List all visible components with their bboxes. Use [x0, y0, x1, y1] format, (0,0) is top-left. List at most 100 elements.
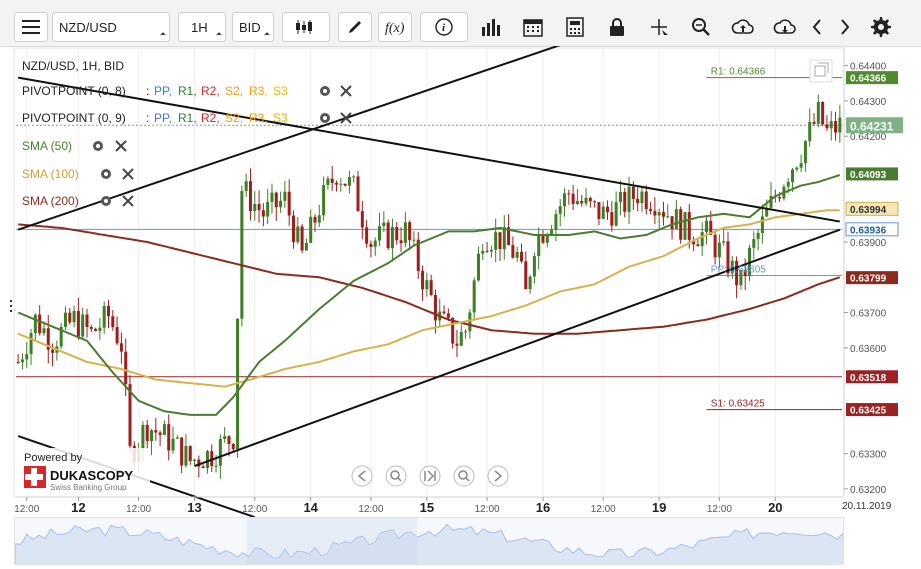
- x-tick-label: 12:00: [591, 504, 616, 515]
- candle: [580, 200, 584, 204]
- drag-handle[interactable]: [10, 300, 12, 312]
- price-chart[interactable]: R1: 0.64366 PP: 0.63805 S1: 0.63425 0.6440…: [0, 46, 921, 517]
- instrument-selector[interactable]: NZD/USD: [52, 12, 170, 42]
- info-button[interactable]: i: [420, 12, 468, 42]
- calendar-button[interactable]: [516, 12, 550, 42]
- x-tick-label: 12:00: [14, 504, 39, 515]
- dukascopy-logo: Powered by DUKASCOPY Swiss Banking Group: [20, 448, 150, 494]
- x-tick-label: 12:00: [707, 504, 732, 515]
- candle: [696, 244, 700, 247]
- candle: [524, 261, 528, 290]
- indicators-button[interactable]: f(x): [378, 12, 412, 42]
- candle: [382, 222, 386, 227]
- pivot1-close-icon[interactable]: [340, 85, 352, 97]
- candle: [498, 232, 502, 250]
- lock-button[interactable]: [600, 12, 634, 42]
- candle: [51, 349, 55, 353]
- candle: [72, 310, 76, 323]
- sma50-line[interactable]: [17, 174, 841, 416]
- pivot2-name[interactable]: PIVOTPOINT (0, 9): [22, 111, 126, 125]
- zoom-button[interactable]: [684, 12, 718, 42]
- menu-button[interactable]: [14, 12, 48, 42]
- draw-button[interactable]: [338, 12, 372, 42]
- candle: [670, 216, 674, 229]
- candle: [821, 102, 825, 125]
- sma50-label[interactable]: SMA (50): [22, 139, 72, 153]
- sma200-label[interactable]: SMA (200): [22, 194, 79, 208]
- candle: [730, 260, 734, 274]
- trendline-2[interactable]: [17, 76, 841, 223]
- candle: [528, 276, 532, 290]
- candle: [541, 234, 545, 243]
- sma100-line[interactable]: [17, 209, 840, 388]
- zoom-out-button[interactable]: [385, 465, 407, 487]
- candle: [154, 430, 158, 433]
- volume-button[interactable]: [474, 12, 508, 42]
- side-selector[interactable]: BID: [232, 12, 274, 42]
- candle: [808, 121, 812, 142]
- candle: [386, 222, 390, 249]
- period-selector[interactable]: 1H: [178, 12, 226, 42]
- pivot1-name[interactable]: PIVOTPOINT (0, 8): [22, 84, 126, 98]
- chart-type-button[interactable]: [282, 12, 330, 42]
- candle: [601, 206, 605, 219]
- candle: [588, 197, 592, 202]
- scroll-right-button[interactable]: [487, 465, 509, 487]
- trendline-1[interactable]: [17, 46, 577, 231]
- candle: [184, 445, 188, 466]
- crosshair-button[interactable]: [642, 12, 676, 42]
- candle: [631, 186, 635, 199]
- candle: [141, 424, 145, 449]
- candle: [563, 193, 567, 207]
- prev-button[interactable]: [806, 12, 828, 42]
- candle: [425, 280, 429, 290]
- calculator-button[interactable]: [558, 12, 592, 42]
- candle: [25, 354, 29, 360]
- next-button[interactable]: [834, 12, 856, 42]
- candle: [33, 314, 37, 334]
- sma50-close-icon[interactable]: [115, 140, 127, 152]
- candle: [834, 121, 838, 133]
- pivot2-close-icon[interactable]: [340, 112, 352, 124]
- y-tick-label: 0.64300: [850, 97, 887, 108]
- candle: [248, 181, 252, 212]
- sma200-close-icon[interactable]: [122, 195, 134, 207]
- x-tick-label: 12:00: [358, 504, 383, 515]
- x-tick-label: 12:00: [475, 504, 500, 515]
- settings-button[interactable]: [866, 12, 896, 42]
- candle: [171, 438, 175, 451]
- sma200-line[interactable]: [18, 223, 841, 335]
- legend-header: NZD/USD, 1H, BID: [22, 59, 124, 73]
- pivot-label-r1: R1: 0.64366: [711, 67, 766, 78]
- candle: [838, 117, 842, 133]
- candle: [571, 193, 575, 204]
- candle: [63, 312, 67, 327]
- chart-toolbar: NZD/USD 1H BID f(x) i: [0, 0, 921, 47]
- price-badge-sma50: [846, 167, 898, 181]
- pivot2-r3: R3,: [249, 111, 268, 125]
- sma100-close-icon[interactable]: [122, 168, 134, 180]
- candle: [640, 191, 644, 204]
- zoom-in-button[interactable]: [453, 465, 475, 487]
- trendline-3[interactable]: [194, 228, 841, 467]
- candle: [451, 317, 455, 344]
- navigator-window[interactable]: [247, 518, 417, 565]
- scroll-left-button[interactable]: [351, 465, 373, 487]
- candle: [726, 241, 730, 274]
- price-badge-s1old: [846, 370, 898, 384]
- upload-button[interactable]: [726, 12, 760, 42]
- reset-zoom-button[interactable]: [419, 465, 441, 487]
- download-button[interactable]: [768, 12, 802, 42]
- candle: [739, 270, 743, 286]
- candle: [317, 215, 321, 223]
- navigator-bar[interactable]: [14, 517, 844, 565]
- candle: [829, 121, 833, 129]
- candle: [145, 424, 149, 442]
- pivot1-r1: R1,: [178, 84, 197, 98]
- price-badge-label: 0.63425: [850, 406, 887, 417]
- x-tick-label: 12: [71, 500, 85, 515]
- pivot1-pp: PP,: [154, 84, 172, 98]
- sma100-label[interactable]: SMA (100): [22, 167, 79, 181]
- candle: [68, 312, 72, 323]
- candle: [489, 249, 493, 252]
